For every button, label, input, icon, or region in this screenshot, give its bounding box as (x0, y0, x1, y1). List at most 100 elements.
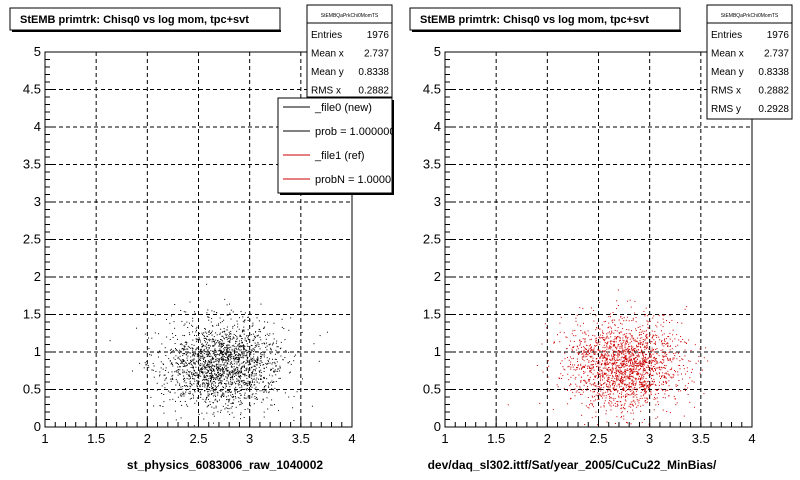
data-point (249, 388, 251, 390)
data-point (639, 378, 641, 380)
data-point (230, 318, 232, 320)
data-point (579, 352, 580, 354)
data-point (241, 362, 243, 364)
data-point (639, 383, 641, 385)
data-point (628, 353, 630, 355)
data-point (622, 380, 624, 382)
data-point (667, 373, 669, 375)
data-point (219, 334, 221, 335)
data-point (199, 385, 200, 387)
data-point (656, 335, 658, 336)
data-point (260, 354, 262, 356)
data-point (595, 315, 597, 317)
data-point (595, 351, 597, 353)
data-point (656, 353, 658, 354)
data-point (654, 358, 656, 360)
y-tick-label: 3.5 (23, 157, 41, 172)
data-point (237, 369, 239, 371)
data-point (255, 386, 257, 388)
data-point (210, 368, 212, 370)
data-point (631, 352, 633, 354)
data-point (260, 360, 262, 362)
data-point (237, 323, 239, 325)
data-point (595, 394, 597, 396)
data-point (641, 337, 643, 339)
data-point (652, 368, 653, 370)
data-point (639, 334, 641, 335)
data-point (629, 354, 631, 356)
data-point (619, 347, 621, 349)
data-point (204, 375, 206, 377)
data-point (215, 407, 217, 409)
data-point (625, 365, 627, 367)
data-point (206, 397, 207, 399)
data-point (276, 390, 278, 392)
data-point (592, 357, 594, 359)
data-point (190, 352, 192, 354)
data-point (653, 315, 655, 317)
data-point (206, 364, 208, 366)
data-point (591, 307, 592, 309)
data-point (232, 363, 234, 365)
data-point (268, 385, 269, 387)
data-point (646, 342, 648, 344)
data-point (661, 367, 663, 369)
data-point (214, 354, 216, 356)
data-point (232, 371, 234, 373)
data-point (205, 345, 207, 347)
data-point (610, 380, 612, 381)
data-point (238, 358, 240, 359)
data-point (643, 373, 645, 375)
data-point (207, 349, 209, 351)
data-point (196, 400, 198, 402)
data-point (259, 374, 261, 376)
data-point (666, 389, 668, 391)
data-point (621, 411, 623, 413)
data-point (616, 360, 618, 361)
data-point (641, 383, 643, 385)
data-point (627, 349, 629, 351)
data-point (665, 381, 667, 383)
data-point (186, 378, 188, 380)
data-point (252, 381, 253, 383)
data-point (186, 369, 188, 371)
data-point (650, 356, 652, 357)
data-point (278, 377, 280, 379)
data-point (628, 345, 630, 347)
data-point (244, 392, 246, 394)
data-point (621, 391, 623, 393)
data-point (159, 350, 161, 352)
data-point (187, 327, 189, 328)
data-point (604, 350, 606, 352)
data-point (619, 393, 621, 394)
data-point (209, 401, 211, 403)
data-point (591, 404, 593, 406)
data-point (640, 334, 642, 336)
data-point (646, 386, 648, 388)
data-point (563, 368, 565, 370)
data-point (247, 397, 249, 399)
data-point (216, 360, 218, 362)
data-point (507, 404, 509, 406)
data-point (616, 348, 618, 350)
data-point (640, 366, 642, 368)
data-point (591, 355, 593, 357)
data-point (275, 374, 277, 376)
data-point (589, 379, 591, 380)
data-point (614, 360, 616, 361)
data-point (609, 362, 611, 364)
data-point (215, 332, 217, 334)
data-point (166, 319, 167, 320)
data-point (641, 375, 643, 377)
data-point (207, 383, 209, 385)
data-point (614, 362, 616, 364)
data-point (636, 360, 638, 362)
data-point (686, 306, 688, 308)
data-point (207, 405, 209, 407)
data-point (268, 383, 270, 385)
data-point (186, 373, 188, 375)
data-point (623, 380, 624, 382)
data-point (581, 402, 583, 404)
data-point (227, 348, 228, 350)
data-point (595, 411, 597, 413)
